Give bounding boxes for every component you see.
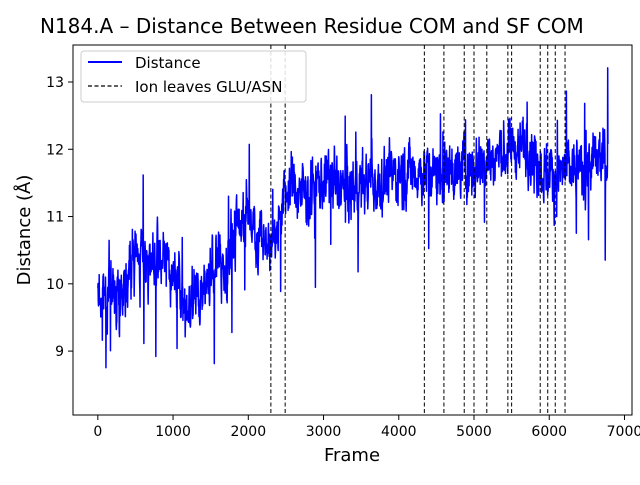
x-tick-label: 1000: [155, 424, 191, 440]
y-axis-ticks: 9 10 11 12 13: [46, 75, 73, 360]
legend-label-distance: Distance: [135, 54, 201, 72]
x-tick-label: 4000: [381, 424, 417, 440]
legend: Distance Ion leaves GLU/ASN: [80, 50, 307, 103]
chart-title: N184.A – Distance Between Residue COM an…: [40, 14, 584, 38]
plot-area: [97, 67, 609, 369]
y-tick-label: 10: [46, 277, 64, 293]
y-tick-label: 11: [46, 210, 64, 226]
x-tick-label: 6000: [531, 424, 567, 440]
x-axis-label: Frame: [324, 445, 380, 466]
x-tick-label: 5000: [456, 424, 492, 440]
y-tick-label: 13: [46, 75, 64, 91]
legend-label-ion-leaves: Ion leaves GLU/ASN: [135, 78, 282, 96]
event-lines: [270, 45, 566, 415]
x-axis-ticks: 0 1000 2000 3000 4000 5000 6000 7000: [93, 415, 640, 440]
y-tick-label: 9: [55, 344, 64, 360]
legend-box: [80, 50, 307, 103]
x-tick-label: 7000: [607, 424, 640, 440]
x-tick-label: 3000: [306, 424, 342, 440]
series-line-distance: [97, 67, 609, 369]
y-tick-label: 12: [46, 142, 64, 158]
x-tick-label: 2000: [230, 424, 266, 440]
x-tick-label: 0: [93, 424, 102, 440]
axes-frame: [72, 44, 633, 416]
y-axis-label: Distance (Å): [13, 175, 35, 286]
